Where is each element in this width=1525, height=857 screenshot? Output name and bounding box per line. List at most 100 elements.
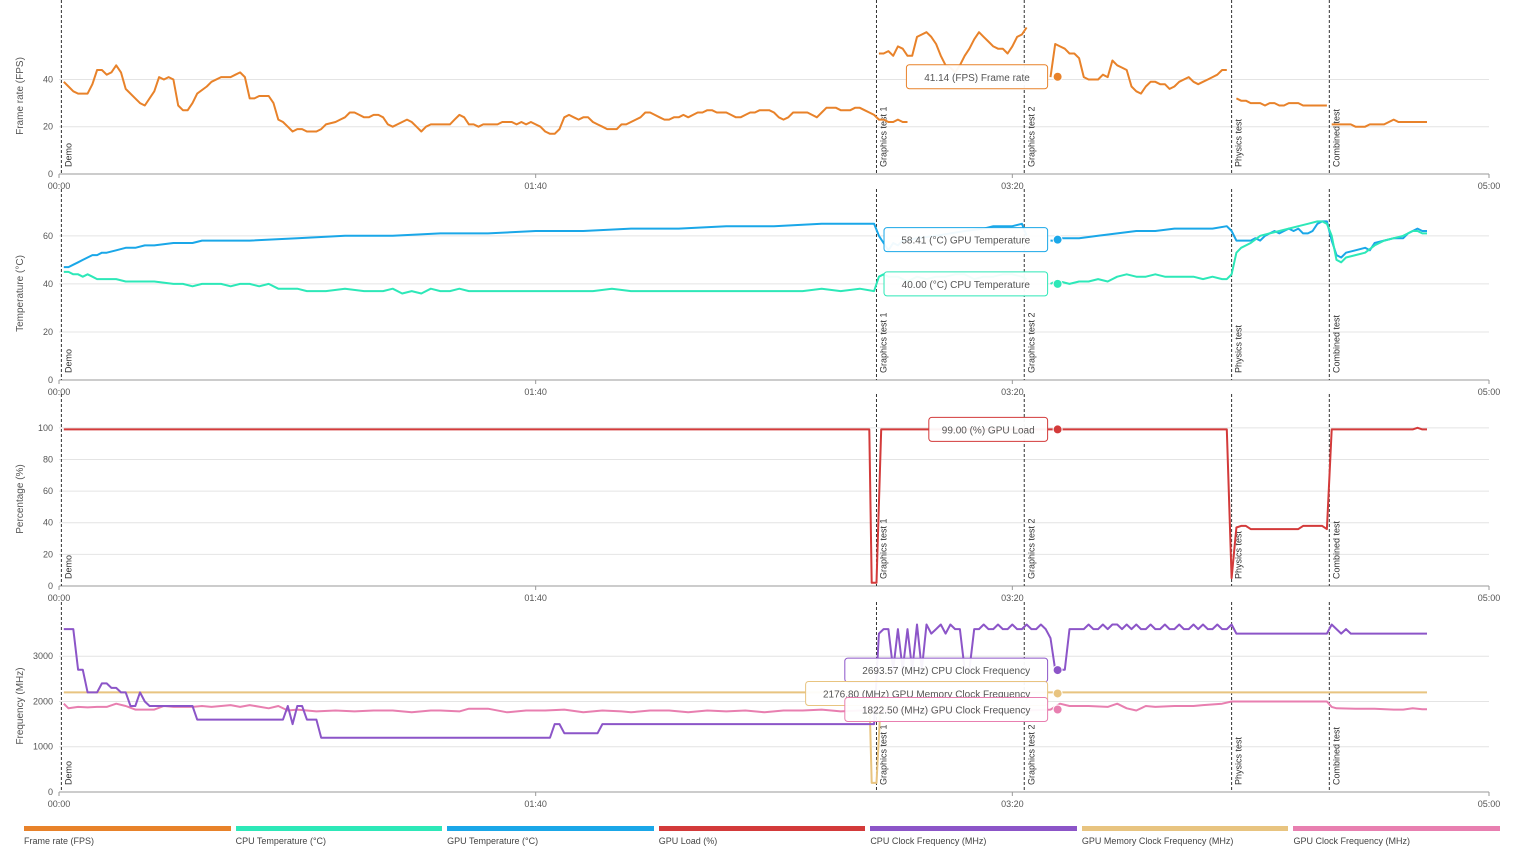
- y-axis-label: Frequency (MHz): [15, 667, 26, 744]
- tooltip-label: 2176.80 (MHz) GPU Memory Clock Frequency: [823, 689, 1030, 700]
- tooltip-point: [1052, 688, 1063, 699]
- tooltip-box: [883, 227, 1049, 253]
- x-tick-label: 01:40: [524, 593, 547, 603]
- chart-panel-4: 0 1000 2000 3000 Frequency (MHz) 00:00 01:40 03…: [15, 602, 1500, 809]
- y-tick-label: 2000: [33, 696, 53, 706]
- legend-swatch: [235, 826, 443, 831]
- tooltip-label: 40.00 (°C) CPU Temperature: [902, 280, 1031, 291]
- marker-label: Graphics test 2: [1026, 312, 1036, 373]
- y-tick-label: 20: [43, 327, 53, 337]
- tooltip-label: 2693.57 (MHz) CPU Clock Frequency: [862, 666, 1030, 677]
- marker-label: Combined test: [1331, 314, 1341, 373]
- x-tick-label: 00:00: [48, 387, 71, 397]
- legend-label: CPU Temperature (°C): [235, 836, 327, 846]
- y-tick-label: 1000: [33, 742, 53, 752]
- y-tick-label: 60: [43, 486, 53, 496]
- y-tick-label: 20: [43, 549, 53, 559]
- marker-label: Demo: [63, 143, 73, 167]
- legend-item-cpu-temperature-c[interactable]: CPU Temperature (°C): [235, 826, 443, 852]
- chart-panel-1: 0 20 40 Frame rate (FPS) 00:00 01:40 03:20 05:0…: [15, 0, 1500, 191]
- y-tick-label: 100: [38, 423, 53, 433]
- marker-label: Graphics test 1: [878, 312, 888, 373]
- legend-item-gpu-memory-clock-frequency-mhz[interactable]: GPU Memory Clock Frequency (MHz): [1081, 826, 1289, 852]
- marker-label: Graphics test 1: [878, 106, 888, 167]
- tooltip-box: [883, 271, 1049, 297]
- series-line-gpu-temperature-c: [63, 222, 1028, 269]
- legend-label: GPU Memory Clock Frequency (MHz): [1081, 836, 1234, 846]
- marker-label: Graphics test 1: [878, 518, 888, 579]
- tooltip-point: [1052, 704, 1063, 715]
- legend-item-cpu-clock-frequency-mhz[interactable]: CPU Clock Frequency (MHz): [870, 826, 1077, 852]
- marker-label: Graphics test 1: [878, 724, 888, 785]
- x-tick-label: 03:20: [1001, 593, 1024, 603]
- marker-label: Physics test: [1234, 324, 1244, 373]
- legend-label: GPU Load (%): [658, 836, 718, 846]
- series-line-frame-rate-fps: [1235, 97, 1327, 107]
- series-line-gpu-load: [63, 426, 1427, 584]
- tooltip-box: [905, 64, 1049, 90]
- series-line-cpu-temperature-c: [63, 270, 1028, 295]
- marker-label: Combined test: [1331, 726, 1341, 785]
- tooltip-point: [1052, 278, 1063, 289]
- y-tick-label: 0: [48, 375, 53, 385]
- y-tick-label: 40: [43, 279, 53, 289]
- legend-swatch: [24, 826, 231, 831]
- legend-label: GPU Clock Frequency (MHz): [1293, 836, 1410, 846]
- y-axis-label: Frame rate (FPS): [15, 57, 26, 135]
- y-tick-label: 40: [43, 518, 53, 528]
- legend-label: CPU Clock Frequency (MHz): [870, 836, 987, 846]
- legend-item-gpu-temperature-c[interactable]: GPU Temperature (°C): [447, 826, 654, 852]
- tooltip-label: 1822.50 (MHz) GPU Clock Frequency: [862, 706, 1030, 717]
- series-line-gpu-clock-frequency-mhz: [63, 700, 1427, 714]
- chart-panel-2: 0 20 40 60 Temperature (°C) 00:00 01:40 03:20 05…: [15, 189, 1500, 397]
- tooltip-point: [1052, 424, 1063, 435]
- x-tick-label: 03:20: [1001, 181, 1024, 191]
- marker-label: Physics test: [1234, 118, 1244, 167]
- x-tick-label: 05:00: [1478, 181, 1501, 191]
- marker-label: Graphics test 2: [1026, 724, 1036, 785]
- tooltip-box: [928, 416, 1049, 442]
- x-tick-label: 00:00: [48, 593, 71, 603]
- charts-svg: 0 20 40 Frame rate (FPS) 00:00 01:40 03:20 05:0…: [15, 0, 1501, 809]
- legend-swatch: [1293, 826, 1501, 831]
- y-axis-label: Temperature (°C): [15, 255, 26, 332]
- x-tick-label: 05:00: [1478, 593, 1501, 603]
- legend-item-gpu-clock-frequency-mhz[interactable]: GPU Clock Frequency (MHz): [1293, 826, 1501, 852]
- y-tick-label: 60: [43, 231, 53, 241]
- series-line-cpu-clock-frequency-mhz: [63, 623, 1427, 739]
- legend-swatch: [658, 826, 866, 831]
- series-line-gpu-memory-clock-frequency-mhz: [63, 691, 1427, 784]
- series-line-frame-rate-fps: [1331, 118, 1427, 128]
- x-tick-label: 03:20: [1001, 387, 1024, 397]
- series-line-gpu-temperature-c: [1050, 220, 1427, 259]
- y-tick-label: 0: [48, 581, 53, 591]
- legend-item-frame-rate-fps[interactable]: Frame rate (FPS): [24, 826, 231, 852]
- marker-label: Combined test: [1331, 520, 1341, 579]
- x-tick-label: 00:00: [48, 799, 71, 809]
- marker-label: Physics test: [1234, 736, 1244, 785]
- tooltip-point: [1052, 234, 1063, 245]
- legend-label: GPU Temperature (°C): [447, 836, 539, 846]
- series-line-cpu-temperature-c: [1050, 220, 1427, 285]
- legend: Frame rate (FPS) CPU Temperature (°C) GPU …: [24, 826, 1501, 852]
- tooltip-point: [1052, 665, 1063, 676]
- x-tick-label: 01:40: [524, 387, 547, 397]
- tooltip-label: 41.14 (FPS) Frame rate: [924, 73, 1030, 84]
- marker-label: Combined test: [1331, 108, 1341, 167]
- marker-label: Physics test: [1234, 530, 1244, 579]
- y-tick-label: 40: [43, 74, 53, 84]
- y-tick-label: 20: [43, 122, 53, 132]
- x-tick-label: 01:40: [524, 181, 547, 191]
- x-tick-label: 03:20: [1001, 799, 1024, 809]
- marker-label: Demo: [63, 555, 73, 579]
- y-tick-label: 0: [48, 169, 53, 179]
- marker-label: Demo: [63, 761, 73, 785]
- legend-item-gpu-load[interactable]: GPU Load (%): [658, 826, 866, 852]
- y-tick-label: 3000: [33, 651, 53, 661]
- tooltip-point: [1052, 71, 1063, 82]
- tooltip-box: [844, 697, 1049, 723]
- tooltip-label: 58.41 (°C) GPU Temperature: [901, 236, 1030, 247]
- y-tick-label: 80: [43, 454, 53, 464]
- legend-swatch: [447, 826, 654, 831]
- marker-label: Graphics test 2: [1026, 518, 1036, 579]
